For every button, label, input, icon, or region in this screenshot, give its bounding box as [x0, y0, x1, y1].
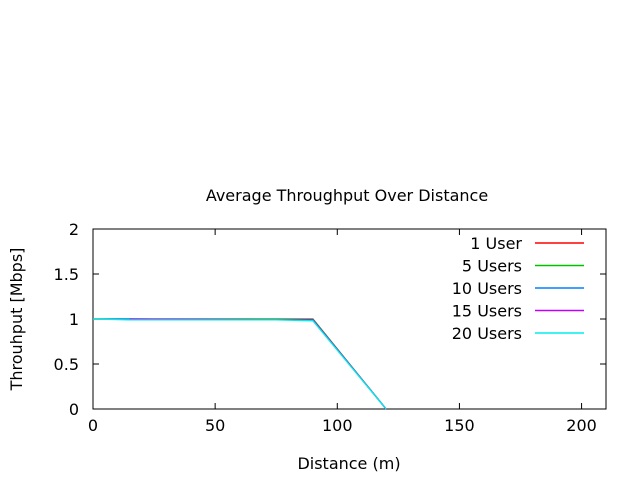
- chart-title: Average Throughput Over Distance: [206, 186, 488, 205]
- series-line: [93, 318, 387, 410]
- series-line: [92, 318, 387, 410]
- legend: 1 User 5 Users 10 Users 15 Users 20 Users: [452, 234, 584, 343]
- x-tick-label: 200: [566, 416, 597, 435]
- series-line: [93, 318, 387, 410]
- legend-label: 1 User: [470, 234, 522, 253]
- y-tick-label: 0: [69, 400, 79, 419]
- legend-label: 20 Users: [452, 324, 522, 343]
- series-line: [129, 318, 387, 410]
- legend-label: 15 Users: [452, 302, 522, 321]
- y-tick-label: 1.5: [54, 265, 79, 284]
- legend-label: 10 Users: [452, 279, 522, 298]
- y-axis-label: Throuhput [Mbps]: [7, 248, 26, 392]
- x-tick-label: 50: [205, 416, 225, 435]
- series-line: [93, 318, 387, 410]
- y-tick-label: 2: [69, 220, 79, 239]
- legend-label: 5 Users: [462, 257, 522, 276]
- x-axis-label: Distance (m): [297, 454, 400, 473]
- y-tick-label: 1: [69, 310, 79, 329]
- x-tick-label: 150: [444, 416, 475, 435]
- y-tick-label: 0.5: [54, 355, 79, 374]
- x-tick-label: 0: [88, 416, 98, 435]
- x-tick-label: 100: [322, 416, 353, 435]
